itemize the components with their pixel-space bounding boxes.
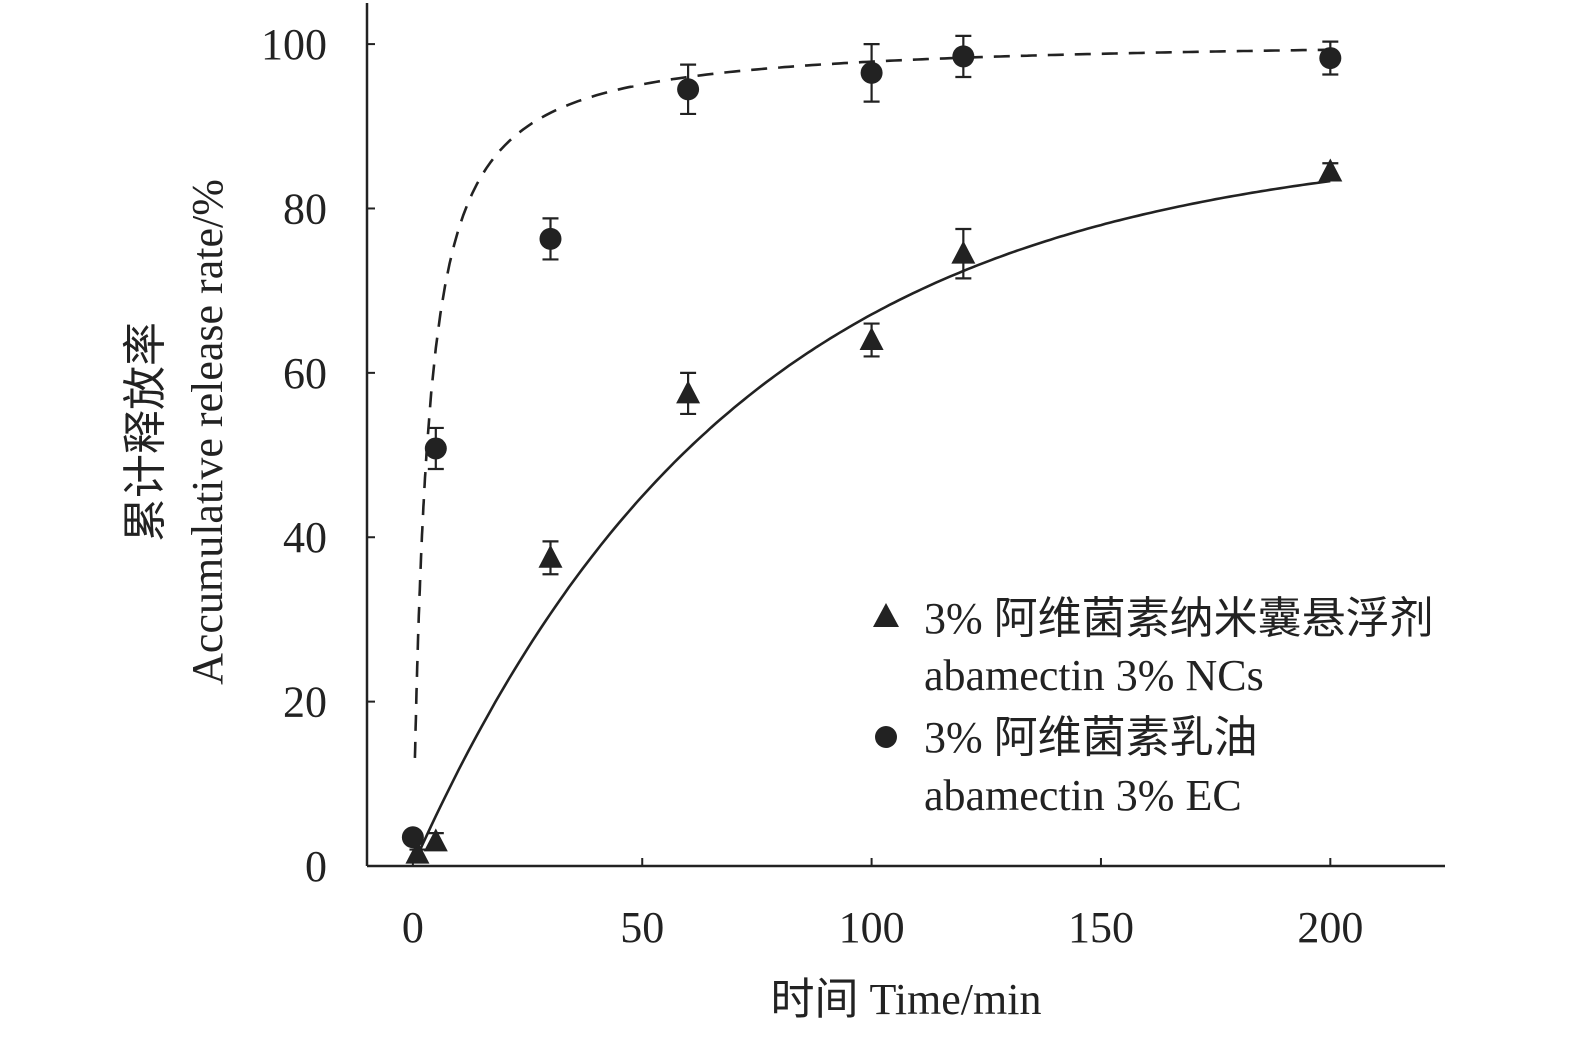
ec-data-point	[424, 437, 447, 460]
y-tick-label: 0	[305, 842, 327, 891]
data-points	[401, 34, 1343, 864]
ec-data-point	[677, 78, 700, 101]
ncs-data-point	[405, 840, 430, 864]
ncs-data-point	[859, 326, 884, 350]
x-axis-title: 时间 Time/min	[771, 975, 1042, 1024]
y-tick-label: 80	[283, 184, 327, 233]
y-tick-label: 100	[261, 20, 327, 69]
ncs-data-point	[423, 828, 448, 852]
x-tick-label: 50	[620, 903, 664, 952]
y-axis-title-line1: 累计释放率	[121, 322, 170, 542]
ncs-data-point	[538, 544, 563, 568]
legend-ec-name: 3% 阿维菌素乳油	[924, 713, 1258, 762]
axes: 0 50 100 150 200 0 20 40 60 80 100	[261, 3, 1445, 952]
ncs-data-point	[676, 380, 701, 404]
legend-ncs-name: 3% 阿维菌素纳米囊悬浮剂	[924, 594, 1434, 643]
y-tick-label: 40	[283, 513, 327, 562]
fit-curves	[413, 48, 1331, 857]
ncs-data-point	[951, 240, 976, 264]
ec-data-point	[952, 45, 975, 68]
ec-fit-curve	[413, 48, 1331, 758]
ncs-fit-curve	[416, 179, 1331, 857]
ncs-data-point	[1318, 158, 1343, 182]
legend: 3% 阿维菌素纳米囊悬浮剂 abamectin 3% NCs 3% 阿维菌素乳油…	[873, 594, 1434, 820]
legend-ncs-name-en: abamectin 3% NCs	[924, 651, 1264, 700]
legend-circle-marker	[875, 726, 897, 748]
y-axis-title-line2: Accumulative release rate/%	[183, 179, 232, 685]
ec-data-point	[539, 227, 562, 250]
y-tick-label: 20	[283, 678, 327, 727]
x-tick-label: 200	[1297, 903, 1363, 952]
x-tick-label: 150	[1068, 903, 1134, 952]
y-tick-label: 60	[283, 349, 327, 398]
ec-data-point	[860, 61, 883, 84]
legend-triangle-marker	[873, 603, 899, 627]
legend-ec-name-en: abamectin 3% EC	[924, 771, 1242, 820]
x-tick-label: 0	[402, 903, 424, 952]
x-tick-label: 100	[839, 903, 905, 952]
ec-data-point	[401, 826, 424, 849]
ec-data-point	[1319, 47, 1342, 70]
